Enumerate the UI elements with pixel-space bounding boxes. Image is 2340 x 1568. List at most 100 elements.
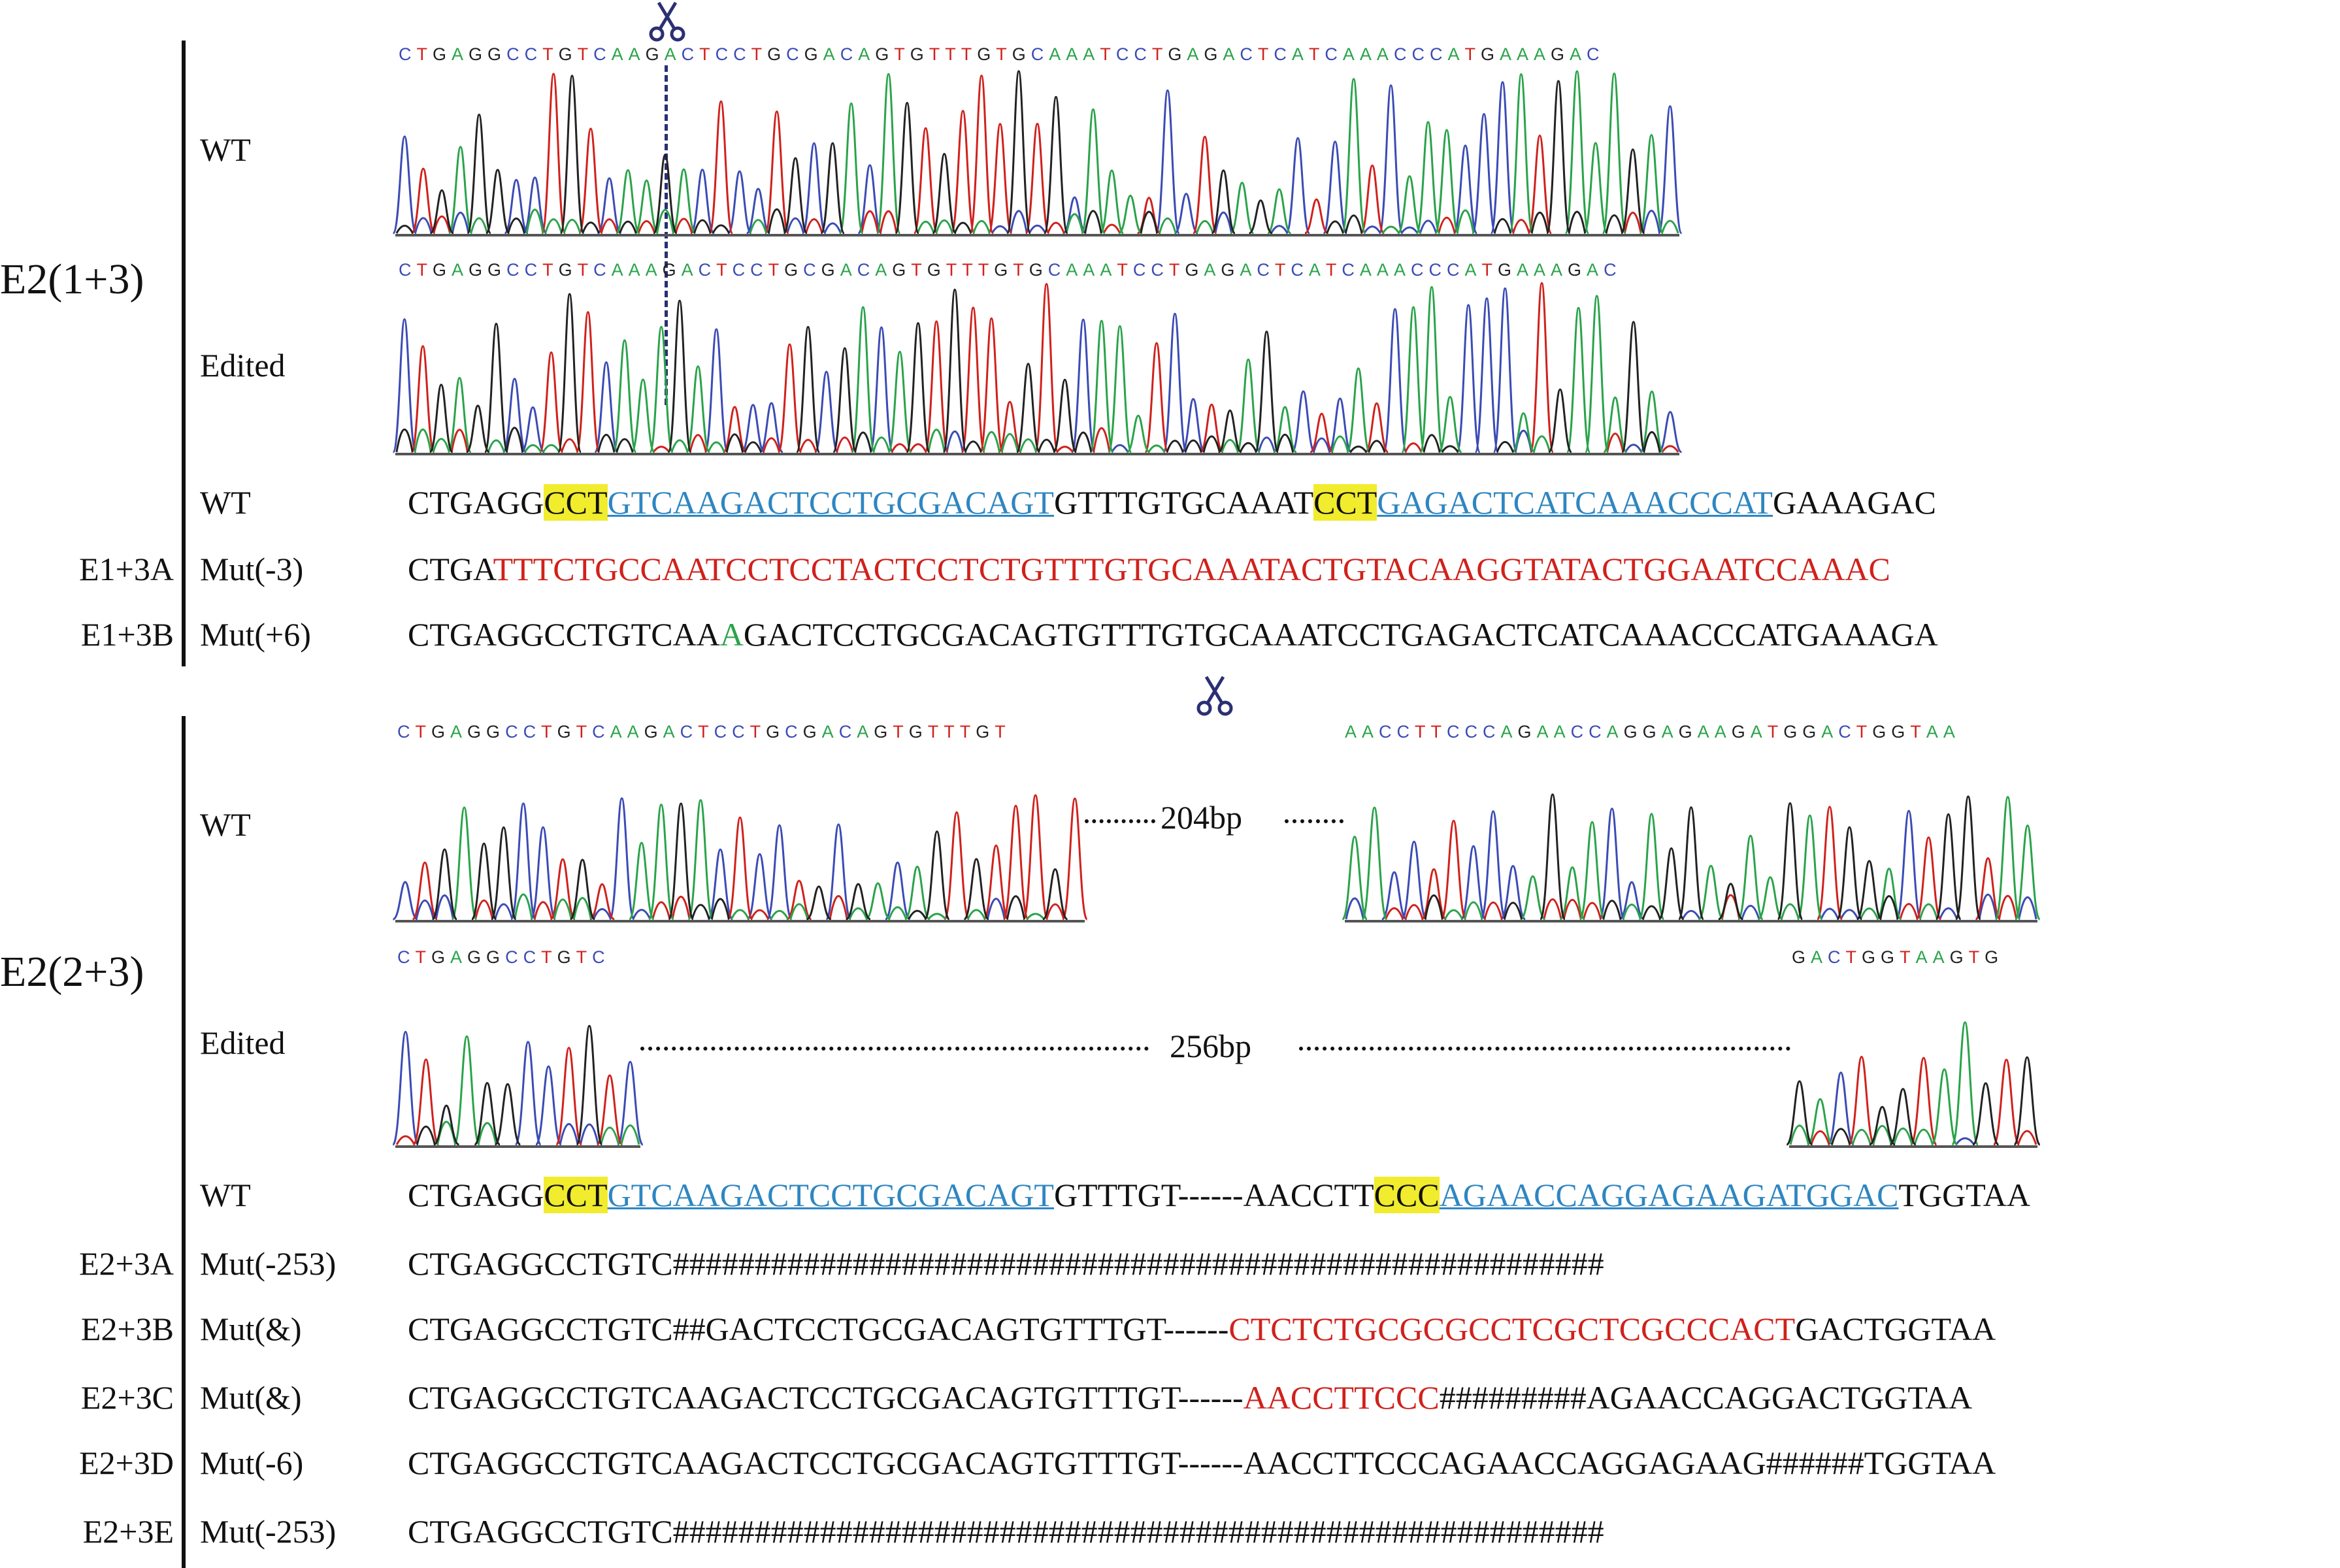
row-label: Mut(&): [200, 1379, 302, 1416]
sequence-segment-plain: CTGAGG: [408, 484, 544, 521]
panel2-wt-right-chromatogram: [1341, 793, 2041, 923]
sequence-segment-plain: CTGAGGCCTGTCAAGACTCCTGCGACAGTGTTTGT-----…: [408, 1379, 1244, 1416]
row-id: E1+3B: [80, 616, 174, 653]
panel2-edited-gap-dots-left: [640, 1047, 1149, 1051]
panel1-edited-label: Edited: [200, 347, 286, 384]
panel2-edited-label: Edited: [200, 1024, 286, 1061]
row-label: Mut(-253): [200, 1513, 337, 1550]
trace-peaks-G: [1785, 1056, 2041, 1146]
sequence-segment-plain: CTGAGGCCTGTC############################…: [408, 1513, 1604, 1550]
trace-peaks-G: [395, 70, 1645, 235]
panel2-edited-left-trace-sequence: CTGAGGCCTGTC: [397, 947, 610, 967]
row-label: Mut(+6): [200, 616, 311, 653]
trace-peaks-T: [1810, 1055, 2037, 1146]
sequence-segment-hl: CCT: [544, 1177, 608, 1213]
sequence-segment-plain: GACTGGTAA: [1795, 1311, 1996, 1347]
trace-peaks-C: [1345, 808, 2037, 921]
trace-peaks-A: [1789, 1021, 1979, 1146]
sequence-segment-red: AACCTTCCC: [1243, 1379, 1440, 1416]
row-id: E2+3A: [79, 1245, 174, 1282]
sequence-segment-plain: GTTTGTGCAAAT: [1053, 484, 1314, 521]
panel1-wt-chromatogram: [392, 70, 1683, 237]
sequence-segment-hl: CCT: [544, 484, 608, 521]
row-sequence: CTGAGGCCTGTCAAGACTCCTGCGACAGTGTTTGT-----…: [408, 1379, 1972, 1416]
row-sequence: CTGATTTCTGCCAATCCTCCTACTCCTCTGTTTGTGCAAA…: [408, 550, 1890, 588]
sequence-segment-plain: CTGA: [408, 551, 493, 587]
row-id: E2+3E: [82, 1513, 174, 1550]
panel2-wt-left-trace-sequence: CTGAGGCCTGTCAAGACTCCTGCGACAGTGTTTGT: [397, 722, 1011, 742]
trace-peaks-G: [431, 802, 1068, 921]
trace-peaks-A: [451, 799, 1045, 921]
panel2-wt-right-trace-sequence: AACCTTCCCAGAACCAGGAGAAGATGGACTGGTAA: [1345, 722, 1960, 742]
sequence-segment-grna: GTCAAGACTCCTGCGACAGT: [607, 484, 1054, 521]
sequence-segment-plain: CTGAGGCCTGTCAAGACTCCTGCGACAGTGTTTGT-----…: [408, 1445, 1996, 1481]
row-sequence: CTGAGGCCTGTCAAGACTCCTGCGACAGTGTTTGTGCAAA…: [408, 483, 1936, 521]
sequence-segment-hl: CCC: [1374, 1177, 1440, 1213]
panel2-edited-gap-label: 256bp: [1170, 1028, 1251, 1064]
row-sequence: CTGAGGCCTGTCAAAGACTCCTGCGACAGTGTTTGTGCAA…: [408, 615, 1938, 653]
row-sequence: CTGAGGCCTGTCAAGACTCCTGCGACAGTGTTTGT-----…: [408, 1444, 1996, 1482]
panel1-edited-chromatogram: [392, 282, 1683, 455]
panel2-wt-left-chromatogram: [392, 794, 1089, 923]
row-sequence: CTGAGGCCTGTC############################…: [408, 1245, 1604, 1282]
row-label: Mut(-3): [200, 551, 304, 587]
trace-peaks-A: [414, 286, 1664, 453]
sequence-segment-plain: CTGAGGCCTGTC############################…: [408, 1245, 1604, 1282]
row-sequence: CTGAGGCCTGTCAAGACTCCTGCGACAGTGTTTGT-----…: [408, 1176, 2030, 1214]
trace-peaks-C: [392, 797, 1006, 921]
row-label: WT: [200, 484, 251, 521]
row-label: Mut(-6): [200, 1445, 304, 1481]
sequence-segment-green: A: [719, 616, 744, 653]
panel1-scissors-icon: [648, 0, 686, 46]
sequence-segment-plain: CTGAGGCCTGTCAA: [408, 616, 720, 653]
panel2-wt-gap-dots-left: [1085, 819, 1155, 823]
panel2-wt-gap-label: 204bp: [1161, 799, 1242, 836]
trace-peaks-G: [416, 1024, 603, 1146]
sequence-segment-plain: CTGAGG: [408, 1177, 544, 1213]
panel2-edited-right-trace-sequence: GACTGGTAAGTG: [1792, 947, 2004, 967]
sequence-segment-grna: GAGACTCATCAAACCCAT: [1377, 484, 1773, 521]
sequence-segment-red: CTCTCTGCGCGCCTCGCTCGCCCACT: [1228, 1311, 1796, 1347]
trace-peaks-A: [437, 1035, 640, 1146]
sequence-segment-grna: GTCAAGACTCCTGCGACAGT: [607, 1177, 1054, 1213]
panel2-label: E2(2+3): [0, 948, 144, 996]
row-id: E2+3D: [79, 1445, 174, 1481]
panel2-bracket-line: [182, 716, 186, 1568]
sequence-segment-plain: GAAAGAC: [1772, 484, 1936, 521]
panel1-wt-trace-sequence: CTGAGGCCTGTCAAGACTCCTGCGACAGTGTTTGTGCAAA…: [399, 44, 1605, 64]
trace-peaks-G: [1424, 793, 1982, 921]
panel1-bracket-line: [182, 41, 186, 666]
sequence-segment-plain: CTGAGGCCTGTC##GACTCCTGCGACAGTGTTTGT-----…: [408, 1311, 1229, 1347]
trace-peaks-T: [395, 1047, 623, 1146]
row-sequence: CTGAGGCCTGTC############################…: [408, 1512, 1604, 1550]
row-label: Mut(&): [200, 1311, 302, 1347]
panel1-wt-label: WT: [200, 131, 251, 168]
trace-peaks-A: [1341, 796, 2041, 921]
trace-peaks-T: [410, 282, 1679, 453]
trace-peaks-C: [1827, 1071, 1975, 1146]
sequence-segment-plain: GACTCCTGCGACAGTGTTTGTGCAAATCCTGAGACTCATC…: [743, 616, 1938, 653]
trace-peaks-T: [1385, 806, 2018, 921]
panel1-edited-trace-sequence: CTGAGGCCTGTCAAAGACTCCTGCGACAGTGTTTGTGCAA…: [399, 260, 1622, 280]
panel1-label: E2(1+3): [0, 255, 144, 303]
trace-peaks-C: [392, 287, 1683, 453]
sequence-segment-grna: AGAACCAGGAGAAGATGGAC: [1439, 1177, 1899, 1213]
sequence-segment-hl: CCT: [1313, 484, 1377, 521]
sequence-segment-plain: TGGTAA: [1898, 1177, 2031, 1213]
panel2-edited-left-chromatogram: [391, 1024, 644, 1148]
panel2-edited-right-chromatogram: [1785, 1021, 2041, 1148]
trace-peaks-G: [395, 288, 1661, 453]
panel2-wt-label: WT: [200, 806, 251, 843]
trace-peaks-T: [412, 794, 1089, 921]
row-label: Mut(-253): [200, 1245, 337, 1282]
sequence-segment-plain: #########AGAACCAGGACTGGTAA: [1439, 1379, 1973, 1416]
panel2-wt-gap-dots-right: [1285, 819, 1343, 823]
row-id: E2+3C: [80, 1379, 174, 1416]
row-sequence: CTGAGGCCTGTC##GACTCCTGCGACAGTGTTTGT-----…: [408, 1310, 1996, 1348]
panel2-edited-gap-dots-right: [1299, 1047, 1790, 1051]
trace-peaks-C: [392, 81, 1683, 235]
panel2-scissors-icon: [1196, 674, 1234, 721]
sequence-segment-red: TTTCTGCCAATCCTCCTACTCCTCTGTTTGTGCAAATACT…: [493, 551, 1890, 587]
sequence-segment-plain: GTTTGT------AACCTT: [1053, 1177, 1374, 1213]
row-id: E1+3A: [79, 551, 174, 587]
